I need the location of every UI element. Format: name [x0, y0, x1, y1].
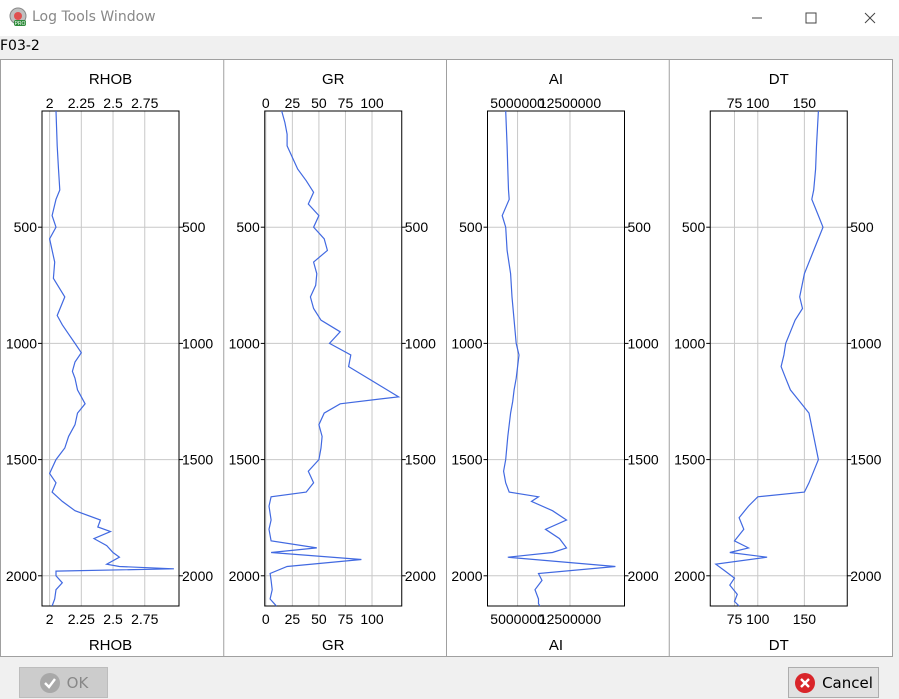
x-tick-label-top: 2.25 [68, 95, 95, 111]
cancel-label: Cancel [822, 673, 873, 692]
maximize-button[interactable] [788, 0, 834, 36]
x-tick-label-top: 2.5 [103, 95, 123, 111]
x-tick-label-bottom: 25 [285, 611, 301, 627]
depth-label-right: 2000 [182, 568, 213, 584]
x-tick-label-bottom: 0 [262, 611, 270, 627]
depth-label-right: 1000 [405, 335, 436, 351]
x-tick-label-top: 100 [360, 95, 384, 111]
x-tick-label-top: 2.75 [131, 95, 158, 111]
maximize-icon [805, 12, 817, 24]
x-tick-label-top: 12500000 [539, 95, 602, 111]
x-tick-label-bottom: 2.75 [131, 611, 158, 627]
x-tick-label-bottom: 5000000 [490, 611, 545, 627]
log-curve-gr [268, 110, 401, 607]
x-tick-label-top: 75 [338, 95, 354, 111]
log-curve-rhob [48, 110, 174, 607]
x-tick-label-bottom: 2.5 [103, 611, 123, 627]
x-tick-label-top: 5000000 [490, 95, 545, 111]
close-icon [864, 12, 876, 24]
x-tick-label-bottom: 75 [727, 611, 743, 627]
depth-label-left: 2000 [451, 568, 482, 584]
minimize-icon [752, 17, 762, 19]
track-xlabel: AI [549, 637, 563, 654]
x-tick-label-top: 2 [46, 95, 54, 111]
depth-label-right: 1500 [405, 452, 436, 468]
track-plot-frame [264, 110, 403, 607]
x-tick-label-bottom: 2 [46, 611, 54, 627]
depth-label-right: 2000 [850, 568, 881, 584]
depth-label-left: 1000 [229, 335, 260, 351]
window-title: Log Tools Window [32, 9, 156, 25]
depth-label-left: 2000 [229, 568, 260, 584]
depth-label-left: 1000 [451, 335, 482, 351]
depth-label-right: 2000 [628, 568, 659, 584]
depth-label-right: 1500 [850, 452, 881, 468]
track-plot-frame [709, 110, 848, 607]
x-tick-label-bottom: 75 [338, 611, 354, 627]
log-curve-ai [501, 110, 616, 607]
depth-label-left: 1500 [674, 452, 705, 468]
depth-label-right: 500 [405, 219, 429, 235]
well-name-label: F03-2 [0, 38, 40, 54]
track-title: RHOB [89, 71, 132, 88]
log-tracks-panel: RHOB RHOB 2 2 2.25 2.25 2.5 2.5 2.75 2.75 500 500 10… [0, 59, 893, 657]
depth-label-left: 1500 [6, 452, 37, 468]
app-icon: PRO [9, 7, 27, 27]
depth-label-right: 1000 [850, 335, 881, 351]
depth-label-right: 1500 [182, 452, 213, 468]
footer-bar [0, 660, 899, 699]
depth-label-left: 1500 [451, 452, 482, 468]
depth-label-left: 1000 [6, 335, 37, 351]
depth-label-right: 1000 [628, 335, 659, 351]
close-button[interactable] [847, 0, 893, 36]
depth-label-left: 2000 [6, 568, 37, 584]
x-tick-label-top: 50 [311, 95, 327, 111]
svg-text:PRO: PRO [15, 21, 26, 27]
track-title: GR [322, 71, 345, 88]
depth-label-right: 500 [182, 219, 206, 235]
depth-label-left: 500 [459, 219, 483, 235]
x-tick-label-bottom: 2.25 [68, 611, 95, 627]
depth-label-right: 2000 [405, 568, 436, 584]
log-curve-dt [714, 110, 824, 607]
check-circle-icon [39, 672, 60, 693]
depth-label-right: 500 [850, 219, 874, 235]
track-plot-frame [41, 110, 180, 607]
x-tick-label-top: 100 [746, 95, 770, 111]
minimize-button[interactable] [734, 0, 780, 36]
depth-label-left: 500 [236, 219, 260, 235]
track-xlabel: GR [322, 637, 345, 654]
track-plot-frame [487, 110, 625, 607]
title-bar: PRO Log Tools Window [0, 0, 899, 36]
x-tick-label-bottom: 100 [746, 611, 770, 627]
depth-label-left: 500 [682, 219, 706, 235]
depth-label-right: 1000 [182, 335, 213, 351]
x-tick-label-bottom: 50 [311, 611, 327, 627]
depth-label-left: 500 [14, 219, 38, 235]
x-tick-label-top: 150 [793, 95, 817, 111]
track-title: DT [769, 71, 789, 88]
track-xlabel: DT [769, 637, 789, 654]
ok-button[interactable]: OK [19, 667, 108, 698]
depth-label-right: 1500 [628, 452, 659, 468]
track-title: AI [549, 71, 563, 88]
cancel-button[interactable]: Cancel [788, 667, 879, 698]
x-tick-label-top: 0 [262, 95, 270, 111]
cancel-circle-icon [795, 672, 816, 693]
x-tick-label-bottom: 12500000 [539, 611, 602, 627]
ok-label: OK [66, 673, 89, 692]
x-tick-label-top: 75 [727, 95, 743, 111]
depth-label-left: 1500 [229, 452, 260, 468]
depth-label-left: 1000 [674, 335, 705, 351]
track-xlabel: RHOB [89, 637, 132, 654]
x-tick-label-bottom: 150 [793, 611, 817, 627]
x-tick-label-bottom: 100 [360, 611, 384, 627]
depth-label-left: 2000 [674, 568, 705, 584]
x-tick-label-top: 25 [285, 95, 301, 111]
depth-label-right: 500 [628, 219, 652, 235]
